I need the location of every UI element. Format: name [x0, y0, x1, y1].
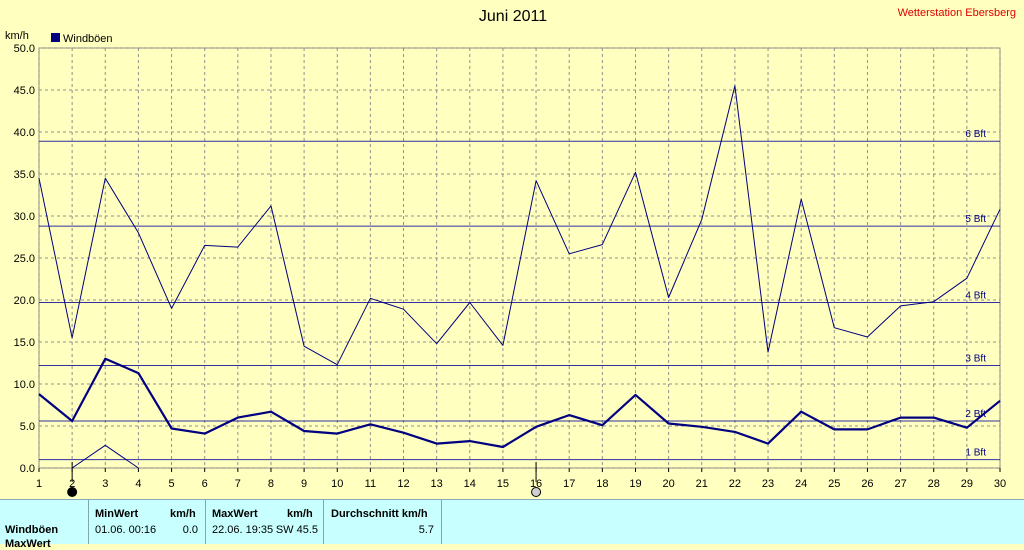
beaufort-label: 6 Bft [965, 129, 986, 140]
x-tick-label: 19 [629, 478, 641, 490]
x-tick-label: 11 [365, 478, 376, 490]
y-tick-label: 50.0 [14, 43, 35, 55]
max-date: 22.06. 19:35 [212, 524, 274, 536]
x-tick-label: 27 [894, 478, 906, 490]
x-tick-label: 24 [795, 478, 807, 490]
x-tick-label: 28 [928, 478, 940, 490]
x-tick-label: 17 [563, 478, 575, 490]
y-tick-label: 15.0 [14, 337, 35, 349]
station-name: Wetterstation Ebersberg [898, 7, 1016, 19]
legend-swatch [51, 33, 60, 42]
x-tick-label: 26 [861, 478, 873, 490]
avg-header: Durchschnitt km/h [331, 508, 428, 520]
x-tick-label: 29 [961, 478, 973, 490]
y-tick-label: 30.0 [14, 211, 35, 223]
beaufort-label: 1 Bft [965, 448, 986, 459]
beaufort-label: 5 Bft [965, 214, 986, 225]
x-tick-label: 18 [596, 478, 608, 490]
statistics-panel: MinWert km/h MaxWert km/h Durchschnitt k… [0, 499, 1024, 550]
y-tick-label: 5.0 [20, 421, 35, 433]
min-date: 01.06. 00:16 [95, 524, 157, 536]
beaufort-label: 2 Bft [965, 409, 986, 420]
x-tick-label: 22 [729, 478, 741, 490]
day-marker-filled [67, 487, 78, 497]
x-tick-label: 10 [331, 478, 343, 490]
x-tick-label: 5 [168, 478, 174, 490]
y-axis-unit: km/h [5, 30, 29, 42]
y-tick-label: 0.0 [20, 463, 35, 475]
x-tick-label: 1 [36, 478, 42, 490]
x-tick-label: 16 [530, 478, 542, 490]
series-line-3 [71, 444, 139, 469]
x-tick-label: 3 [102, 478, 108, 490]
beaufort-label: 3 Bft [965, 354, 986, 365]
min-header: MinWert [95, 508, 139, 520]
x-tick-label: 13 [431, 478, 443, 490]
x-tick-label: 4 [135, 478, 141, 490]
x-tick-label: 30 [994, 478, 1006, 490]
series-line-1 [38, 85, 1001, 366]
x-tick-label: 2 [69, 478, 75, 490]
avg-value: 5.7 [418, 524, 434, 536]
x-tick-label: 6 [202, 478, 208, 490]
y-tick-label: 45.0 [14, 85, 35, 97]
x-tick-label: 23 [762, 478, 774, 490]
y-tick-label: 20.0 [14, 295, 35, 307]
y-tick-label: 25.0 [14, 253, 35, 265]
legend-label: Windböen [63, 33, 113, 45]
min-value: 0.0 [182, 524, 198, 536]
wind-chart: Juni 2011 Wetterstation Ebersberg km/h W… [5, 7, 1016, 497]
day-marker-open [531, 487, 542, 497]
max-unit-header: km/h [287, 508, 313, 520]
row-label-2: MaxWert [5, 538, 51, 550]
x-tick-label: 12 [397, 478, 409, 490]
x-tick-label: 14 [464, 478, 476, 490]
x-tick-label: 9 [301, 478, 307, 490]
max-value: SW 45.5 [275, 524, 318, 536]
beaufort-label: 4 Bft [965, 291, 986, 302]
x-tick-label: 21 [696, 478, 708, 490]
x-tick-label: 7 [235, 478, 241, 490]
y-tick-label: 40.0 [14, 127, 35, 139]
x-tick-label: 20 [662, 478, 674, 490]
series-line-2 [38, 357, 1001, 449]
chart-title: Juni 2011 [479, 8, 547, 25]
x-tick-label: 25 [828, 478, 840, 490]
row-label: Windböen [5, 524, 59, 536]
y-tick-label: 35.0 [14, 169, 35, 181]
x-tick-label: 15 [497, 478, 509, 490]
max-header: MaxWert [212, 508, 258, 520]
y-tick-label: 10.0 [14, 379, 35, 391]
min-unit-header: km/h [170, 508, 196, 520]
x-tick-label: 8 [268, 478, 274, 490]
